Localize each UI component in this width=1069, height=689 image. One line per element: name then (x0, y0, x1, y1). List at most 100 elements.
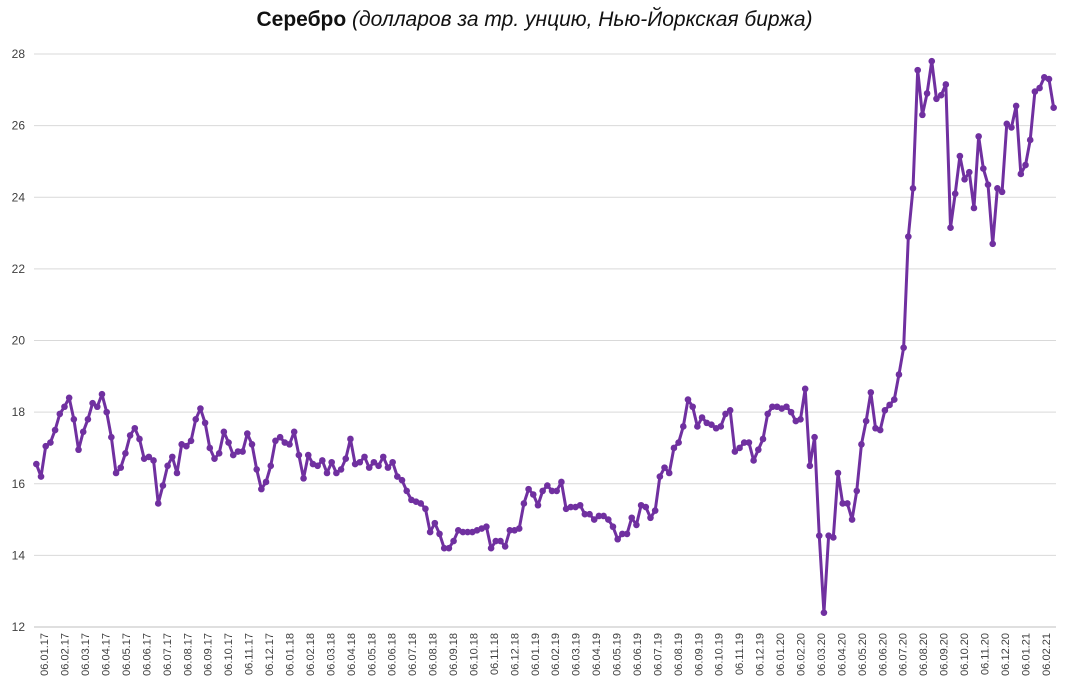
data-point (248, 441, 256, 448)
data-point (876, 426, 884, 434)
data-point (919, 111, 926, 119)
data-point (436, 530, 443, 538)
data-point (745, 439, 753, 446)
data-point (347, 435, 354, 443)
data-point (56, 410, 64, 418)
y-tick-label: 24 (12, 190, 26, 204)
data-point (183, 442, 190, 450)
y-tick-label: 28 (12, 47, 26, 61)
data-point (244, 430, 251, 437)
data-point (440, 544, 448, 552)
x-tick-label: 06.02.21 (1041, 633, 1053, 676)
x-tick-label: 06.10.17 (223, 633, 235, 676)
x-tick-label: 06.10.20 (959, 633, 971, 676)
data-point (628, 514, 636, 522)
data-point (815, 532, 823, 539)
x-tick-label: 06.06.19 (632, 633, 644, 676)
data-point (445, 544, 453, 552)
data-point (534, 501, 542, 509)
data-point (220, 428, 228, 436)
data-point (215, 450, 223, 457)
data-point (820, 609, 828, 616)
data-point (867, 389, 875, 396)
data-point (239, 448, 246, 455)
x-tick-label: 06.02.17 (60, 633, 72, 676)
data-point (417, 500, 425, 507)
x-tick-label: 06.12.19 (755, 633, 767, 676)
data-point (1003, 120, 1011, 128)
data-point (961, 176, 968, 183)
data-point (192, 415, 200, 423)
data-point (956, 152, 964, 160)
data-point (145, 453, 153, 461)
x-tick-label: 06.11.18 (489, 633, 501, 675)
data-point (689, 403, 696, 411)
x-tick-label: 06.08.18 (428, 633, 440, 676)
data-point (79, 428, 87, 436)
x-tick-label: 06.10.19 (714, 633, 726, 676)
data-point (933, 95, 940, 103)
x-tick-label: 06.07.18 (407, 633, 419, 676)
data-point (928, 57, 936, 65)
data-point (708, 421, 715, 428)
data-point (379, 453, 387, 461)
data-point (173, 469, 181, 477)
data-point (61, 403, 68, 411)
x-tick-label: 06.03.18 (325, 633, 337, 676)
data-point (431, 519, 439, 527)
x-tick-label: 06.10.18 (468, 633, 480, 676)
data-point (731, 448, 739, 455)
data-point (394, 473, 401, 480)
data-point (520, 500, 528, 507)
data-point (806, 462, 814, 470)
data-point (319, 457, 326, 464)
x-tick-label: 06.06.17 (141, 633, 153, 676)
data-point (647, 514, 654, 522)
data-point (900, 344, 907, 351)
x-tick-label: 06.05.20 (857, 633, 869, 676)
x-tick-label: 06.11.17 (244, 633, 256, 675)
data-point (651, 507, 659, 514)
x-tick-label: 06.03.19 (571, 633, 583, 676)
data-point (515, 525, 523, 532)
data-point (70, 415, 78, 423)
data-point (487, 544, 495, 552)
data-point (665, 469, 673, 477)
data-point (206, 444, 214, 452)
data-point (661, 464, 668, 471)
x-tick-label: 06.12.18 (509, 633, 521, 676)
data-point (975, 133, 982, 140)
data-point (698, 414, 706, 421)
data-point (234, 448, 242, 455)
data-point (905, 233, 912, 240)
data-point (98, 390, 106, 398)
data-point (1050, 104, 1057, 112)
y-tick-label: 14 (12, 548, 26, 562)
y-tick-label: 22 (12, 262, 26, 276)
chart-title-subtitle: (долларов за тр. унцию, Нью-Йоркская бир… (352, 8, 813, 31)
x-tick-label: 06.11.20 (979, 633, 991, 675)
x-tick-label: 06.06.20 (877, 633, 889, 676)
data-point (797, 415, 804, 423)
x-tick-label: 06.02.18 (305, 633, 317, 676)
data-point (604, 516, 612, 523)
data-point (947, 224, 954, 231)
data-point (862, 417, 870, 425)
data-point (783, 403, 790, 411)
data-point (33, 460, 40, 468)
data-point (450, 537, 457, 545)
data-point (994, 185, 1001, 192)
data-point (529, 491, 537, 498)
data-point (1031, 88, 1039, 95)
data-point (370, 458, 378, 466)
data-point (262, 478, 270, 486)
data-point (384, 464, 392, 471)
data-point (131, 424, 139, 432)
data-point (492, 537, 500, 545)
data-point (108, 433, 115, 441)
data-point (670, 444, 678, 452)
data-point (886, 401, 893, 409)
x-tick-label: 06.04.18 (346, 633, 358, 676)
data-point (304, 451, 312, 459)
